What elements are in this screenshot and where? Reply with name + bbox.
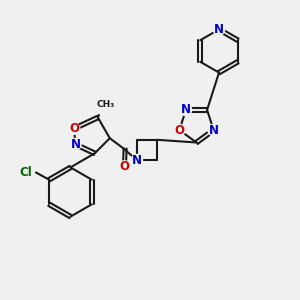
- Text: N: N: [132, 154, 142, 167]
- Circle shape: [213, 24, 225, 35]
- Circle shape: [17, 164, 34, 181]
- Text: O: O: [69, 122, 79, 135]
- Text: N: N: [208, 124, 219, 136]
- Circle shape: [131, 154, 142, 166]
- Circle shape: [180, 104, 192, 116]
- Circle shape: [208, 124, 219, 136]
- Text: CH₃: CH₃: [97, 100, 115, 109]
- Circle shape: [70, 139, 81, 150]
- Text: N: N: [181, 103, 191, 116]
- Text: O: O: [174, 124, 184, 136]
- Text: Cl: Cl: [19, 166, 32, 179]
- Text: N: N: [70, 138, 80, 151]
- Circle shape: [68, 123, 80, 134]
- Text: O: O: [119, 160, 130, 173]
- Circle shape: [174, 124, 185, 136]
- Circle shape: [94, 93, 117, 116]
- Circle shape: [119, 161, 130, 172]
- Text: N: N: [214, 23, 224, 36]
